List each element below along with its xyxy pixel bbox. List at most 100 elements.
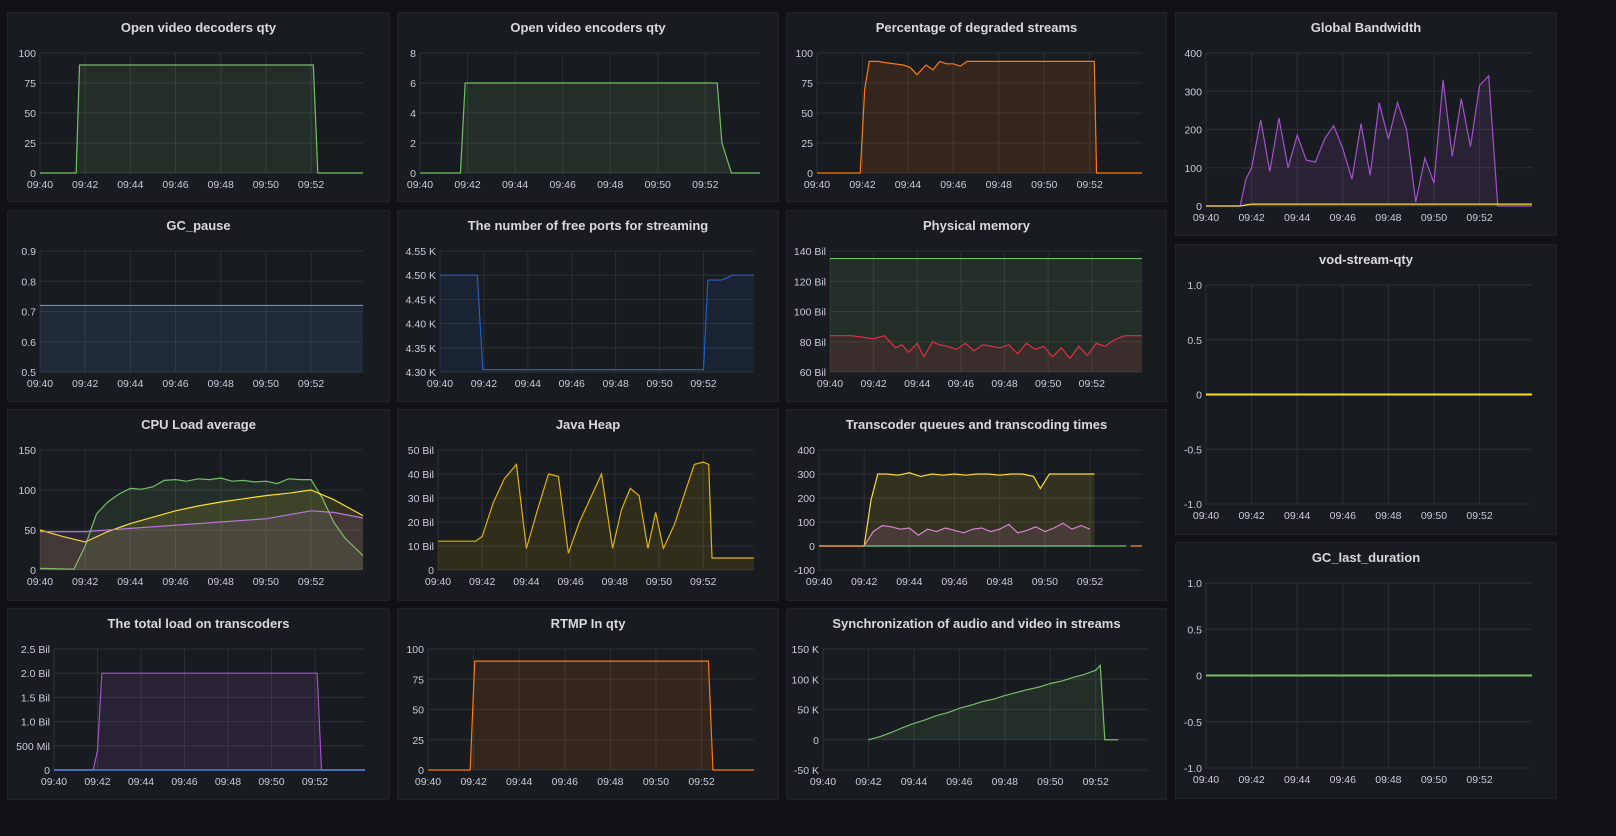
- y-tick-label: 0: [418, 765, 424, 777]
- x-tick-label: 09:40: [804, 179, 830, 191]
- chart-open-video-decoders: 0 25 50 75 100 09:40 09:42 09:44 09:46 09:48 09:50…: [18, 48, 363, 191]
- panel-open-video-encoders[interactable]: Open video encoders qty 0 2 4 6 8 09:40 09:42 0…: [397, 12, 779, 202]
- chart-java-heap: 0 10 Bil 20 Bil 30 Bil 40 Bil 50 Bil 09:40 09:4…: [408, 445, 754, 588]
- y-tick-label: 50: [24, 108, 36, 120]
- x-tick-label: 09:46: [552, 776, 578, 788]
- y-tick-label: 4.30 K: [406, 367, 436, 379]
- panel-open-video-decoders[interactable]: Open video decoders qty 0 25 50 75 100 09:40 0…: [7, 12, 390, 202]
- y-tick-label: 75: [801, 78, 813, 90]
- y-tick-label: 100: [18, 485, 36, 497]
- x-tick-label: 09:46: [1330, 510, 1356, 522]
- x-tick-label: 09:48: [986, 179, 1012, 191]
- y-tick-label: 120 Bil: [794, 276, 826, 288]
- chart-total-load-transcoders: 0 500 Mil 1.0 Bil 1.5 Bil 2.0 Bil 2.5 Bil 09:4…: [16, 644, 365, 788]
- x-tick-label: 09:46: [940, 179, 966, 191]
- y-tick-label: 2.5 Bil: [21, 644, 50, 656]
- x-tick-label: 09:44: [513, 576, 539, 588]
- y-tick-label: 300: [1184, 86, 1202, 98]
- x-tick-label: 09:44: [1284, 774, 1310, 786]
- x-tick-label: 09:52: [690, 576, 716, 588]
- series-line: [39, 489, 364, 543]
- series-line: [438, 461, 754, 559]
- x-tick-label: 09:42: [454, 179, 480, 191]
- x-tick-label: 09:52: [298, 378, 324, 390]
- x-tick-label: 09:48: [597, 179, 623, 191]
- x-tick-label: 09:50: [1421, 212, 1447, 224]
- y-tick-label: 100: [797, 517, 815, 529]
- panel-title: Transcoder queues and transcoding times: [845, 417, 1108, 432]
- x-tick-label: 09:46: [162, 378, 188, 390]
- panel-transcoder-queues[interactable]: Transcoder queues and transcoding times …: [786, 409, 1167, 601]
- x-tick-label: 09:52: [298, 179, 324, 191]
- chart-av-sync: -50 K 0 50 K 100 K 150 K 09:40 09:42 09:44 09:46…: [792, 644, 1148, 788]
- panel-title: GC_pause: [166, 218, 231, 233]
- panel-physical-memory[interactable]: Physical memory 60 Bil 80 Bil 100 Bil 120 B…: [786, 210, 1167, 402]
- panel-gc-last-duration[interactable]: GC_last_duration -1.0 -0.5 0 0.5 1.0 09:40 09:…: [1175, 542, 1557, 799]
- x-tick-label: 09:52: [302, 776, 328, 788]
- x-tick-label: 09:52: [688, 776, 714, 788]
- y-tick-label: 1.0: [1187, 578, 1202, 590]
- x-tick-label: 09:46: [162, 179, 188, 191]
- y-tick-label: 0.5: [1187, 335, 1202, 347]
- x-tick-label: 09:40: [425, 576, 451, 588]
- x-tick-label: 09:52: [692, 179, 718, 191]
- x-tick-label: 09:50: [253, 179, 279, 191]
- x-tick-label: 09:52: [1466, 510, 1492, 522]
- panel-av-sync[interactable]: Synchronization of audio and video in st…: [786, 608, 1167, 800]
- panel-title: Physical memory: [923, 218, 1030, 233]
- y-tick-label: -1.0: [1184, 763, 1202, 775]
- series-line: [39, 477, 364, 570]
- panel-free-ports[interactable]: The number of free ports for streaming 4…: [397, 210, 779, 402]
- series-line: [1206, 203, 1532, 207]
- chart-global-bandwidth: 0 100 200 300 400 09:40 09:42 09:44 09:46 09:48 09…: [1184, 48, 1532, 224]
- series-line: [40, 64, 363, 174]
- y-tick-label: 150: [18, 445, 36, 457]
- y-tick-label: -100: [794, 565, 815, 577]
- x-tick-label: 09:46: [162, 576, 188, 588]
- y-tick-label: 400: [1184, 48, 1202, 60]
- x-tick-label: 09:42: [469, 576, 495, 588]
- series-line: [440, 274, 754, 371]
- x-tick-label: 09:46: [948, 378, 974, 390]
- y-tick-label: 4.55 K: [406, 246, 436, 258]
- y-tick-label: 0: [44, 765, 50, 777]
- panel-total-load-transcoders[interactable]: The total load on transcoders 0 500 Mil 1.…: [7, 608, 390, 800]
- panel-cpu-load[interactable]: CPU Load average 0 50 100 150 09:40 09:42 09:4…: [7, 409, 390, 601]
- x-tick-label: 09:50: [258, 776, 284, 788]
- x-tick-label: 09:50: [1032, 576, 1058, 588]
- y-tick-label: 25: [24, 138, 36, 150]
- x-tick-label: 09:48: [1375, 510, 1401, 522]
- series-area: [40, 478, 363, 570]
- panel-rtmp-in-qty[interactable]: RTMP In qty 0 25 50 75 100 09:40 09:42 09:44 09:…: [397, 608, 779, 800]
- y-tick-label: 1.5 Bil: [21, 692, 50, 704]
- x-tick-label: 09:50: [1035, 378, 1061, 390]
- series-area: [420, 83, 760, 173]
- y-tick-label: 140 Bil: [794, 246, 826, 258]
- series-area: [830, 258, 1142, 372]
- chart-degraded-streams: 0 25 50 75 100 09:40 09:42 09:44 09:46 09:48 09:50…: [795, 48, 1142, 191]
- x-tick-label: 09:50: [253, 576, 279, 588]
- series-area: [40, 490, 363, 570]
- y-tick-label: 75: [412, 674, 424, 686]
- y-tick-label: 400: [797, 445, 815, 457]
- x-tick-label: 09:52: [298, 576, 324, 588]
- panel-degraded-streams[interactable]: Percentage of degraded streams 0 25 50 75 10…: [786, 12, 1167, 202]
- panel-java-heap[interactable]: Java Heap 0 10 Bil 20 Bil 30 Bil 40 Bil 50 Bi…: [397, 409, 779, 601]
- panel-title: GC_last_duration: [1311, 550, 1421, 565]
- y-tick-label: 0.5: [1187, 624, 1202, 636]
- x-tick-label: 09:40: [415, 776, 441, 788]
- x-tick-label: 09:42: [1238, 510, 1264, 522]
- x-tick-label: 09:40: [817, 378, 843, 390]
- x-tick-label: 09:42: [855, 776, 881, 788]
- x-tick-label: 09:52: [690, 378, 716, 390]
- panel-vod-stream-qty[interactable]: vod-stream-qty -1.0 -0.5 0 0.5 1.0 09:40 09:42…: [1175, 244, 1557, 535]
- chart-vod-stream-qty: -1.0 -0.5 0 0.5 1.0 09:40 09:42 09:44 09:46 09:48…: [1184, 280, 1532, 522]
- panel-gc-pause[interactable]: GC_pause 0.5 0.6 0.7 0.8 0.9 09:40 09:42 09:44 0…: [7, 210, 390, 402]
- x-tick-label: 09:44: [515, 378, 541, 390]
- x-tick-label: 09:52: [1466, 212, 1492, 224]
- x-tick-label: 09:48: [1375, 774, 1401, 786]
- series-line: [863, 522, 1091, 547]
- y-tick-label: 20 Bil: [408, 517, 434, 529]
- panel-global-bandwidth[interactable]: Global Bandwidth 0 100 200 300 400 09:40 09:42…: [1175, 12, 1557, 236]
- panel-title: Java Heap: [555, 417, 621, 432]
